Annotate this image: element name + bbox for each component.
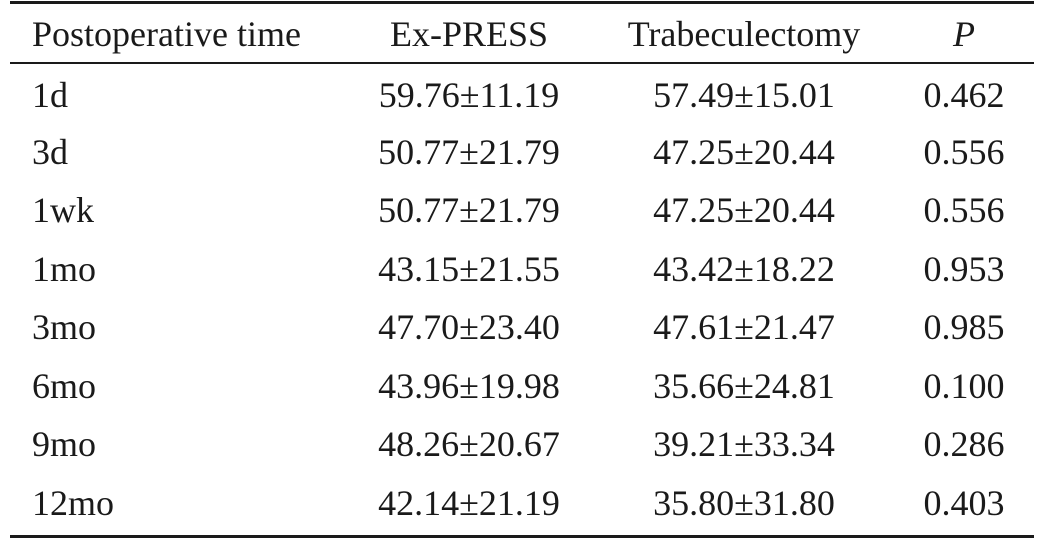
cell-p-value: 0.100: [923, 365, 1005, 406]
data-table-container: Postoperative time Ex-PRESS Trabeculecto…: [10, 0, 1034, 542]
table-row: 3mo 47.70±23.40 47.61±21.47 0.985: [10, 298, 1034, 357]
cell-time: 1mo: [32, 248, 97, 289]
cell-time: 3mo: [32, 307, 97, 348]
cell-ex-press: 48.26±20.67: [378, 424, 560, 465]
table-row: 3d 50.77±21.79 47.25±20.44 0.556: [10, 123, 1034, 182]
table-row: 1mo 43.15±21.55 43.42±18.22 0.953: [10, 240, 1034, 299]
cell-time: 6mo: [32, 365, 97, 406]
header-trabeculectomy: Trabeculectomy: [627, 14, 861, 54]
cell-ex-press: 50.77±21.79: [378, 190, 560, 231]
bottom-rule: [10, 535, 1034, 538]
cell-time: 12mo: [32, 482, 115, 523]
cell-ex-press: 50.77±21.79: [378, 131, 560, 172]
cell-p-value: 0.286: [923, 424, 1005, 465]
cell-p-value: 0.953: [923, 248, 1005, 289]
cell-p-value: 0.556: [923, 190, 1005, 231]
cell-time: 9mo: [32, 424, 97, 465]
cell-trabeculectomy: 47.25±20.44: [653, 131, 835, 172]
cell-time: 1d: [32, 75, 68, 116]
cell-ex-press: 43.15±21.55: [378, 248, 560, 289]
header-p-value: P: [953, 14, 975, 54]
cell-p-value: 0.985: [923, 307, 1005, 348]
cell-ex-press: 42.14±21.19: [378, 482, 560, 523]
cell-trabeculectomy: 47.25±20.44: [653, 190, 835, 231]
cell-trabeculectomy: 35.66±24.81: [653, 365, 835, 406]
table-row: 1d 59.76±11.19 57.49±15.01 0.462: [10, 64, 1034, 123]
cell-ex-press: 59.76±11.19: [378, 75, 560, 116]
table-row: 9mo 48.26±20.67 39.21±33.34 0.286: [10, 415, 1034, 474]
top-rule: [10, 1, 1034, 4]
header-ex-press: Ex-PRESS: [389, 14, 549, 54]
cell-trabeculectomy: 47.61±21.47: [653, 307, 835, 348]
table-row: 1wk 50.77±21.79 47.25±20.44 0.556: [10, 181, 1034, 240]
cell-p-value: 0.403: [923, 482, 1005, 523]
cell-trabeculectomy: 57.49±15.01: [653, 75, 835, 116]
table-row: 12mo 42.14±21.19 35.80±31.80 0.403: [10, 474, 1034, 533]
cell-time: 3d: [32, 131, 68, 172]
cell-trabeculectomy: 39.21±33.34: [653, 424, 835, 465]
cell-trabeculectomy: 35.80±31.80: [653, 482, 835, 523]
cell-trabeculectomy: 43.42±18.22: [653, 248, 835, 289]
cell-time: 1wk: [32, 190, 94, 231]
cell-ex-press: 43.96±19.98: [378, 365, 560, 406]
header-postoperative-time: Postoperative time: [32, 14, 301, 54]
table-row: 6mo 43.96±19.98 35.66±24.81 0.100: [10, 357, 1034, 416]
cell-ex-press: 47.70±23.40: [378, 307, 560, 348]
header-rule: [10, 62, 1034, 64]
cell-p-value: 0.462: [923, 75, 1005, 116]
results-table: Postoperative time Ex-PRESS Trabeculecto…: [10, 4, 1034, 532]
header-row: Postoperative time Ex-PRESS Trabeculecto…: [10, 4, 1034, 64]
cell-p-value: 0.556: [923, 131, 1005, 172]
